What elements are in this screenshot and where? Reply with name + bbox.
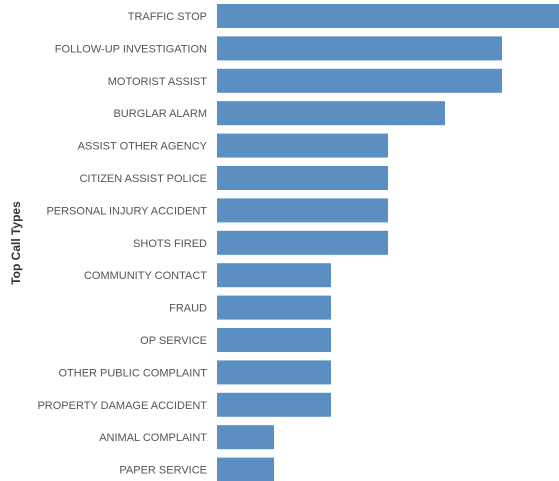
category-label: PERSONAL INJURY ACCIDENT [46, 205, 207, 217]
bar[interactable] [217, 360, 331, 385]
bar[interactable] [217, 68, 502, 93]
category-label: FRAUD [169, 303, 207, 315]
bar[interactable] [217, 328, 331, 352]
category-label: ASSIST OTHER AGENCY [78, 141, 208, 153]
category-label: BURGLAR ALARM [113, 108, 207, 120]
category-label: FOLLOW-UP INVESTIGATION [55, 43, 207, 55]
bars-group [217, 4, 559, 481]
y-axis-title: Top Call Types [9, 201, 23, 285]
category-label: SHOTS FIRED [133, 238, 207, 250]
category-label: TRAFFIC STOP [128, 11, 207, 23]
category-label: OTHER PUBLIC COMPLAINT [58, 367, 207, 379]
bar[interactable] [217, 425, 274, 450]
bar[interactable] [217, 36, 502, 61]
bar[interactable] [217, 198, 388, 223]
category-label: ANIMAL COMPLAINT [99, 432, 207, 444]
bar[interactable] [217, 4, 559, 28]
bar[interactable] [217, 133, 388, 158]
bar[interactable] [217, 263, 331, 288]
bar[interactable] [217, 295, 331, 320]
category-label: MOTORIST ASSIST [108, 76, 208, 88]
bar[interactable] [217, 392, 331, 417]
category-labels-group: TRAFFIC STOP FOLLOW-UP INVESTIGATION MOTOR… [37, 11, 207, 477]
category-label: PROPERTY DAMAGE ACCIDENT [37, 400, 207, 412]
category-label: PAPER SERVICE [119, 465, 207, 477]
category-label: OP SERVICE [140, 335, 207, 347]
bar[interactable] [217, 230, 388, 255]
category-label: CITIZEN ASSIST POLICE [79, 173, 207, 185]
category-label: COMMUNITY CONTACT [84, 270, 207, 282]
bar[interactable] [217, 101, 445, 126]
bar[interactable] [217, 166, 388, 190]
bar[interactable] [217, 457, 274, 481]
